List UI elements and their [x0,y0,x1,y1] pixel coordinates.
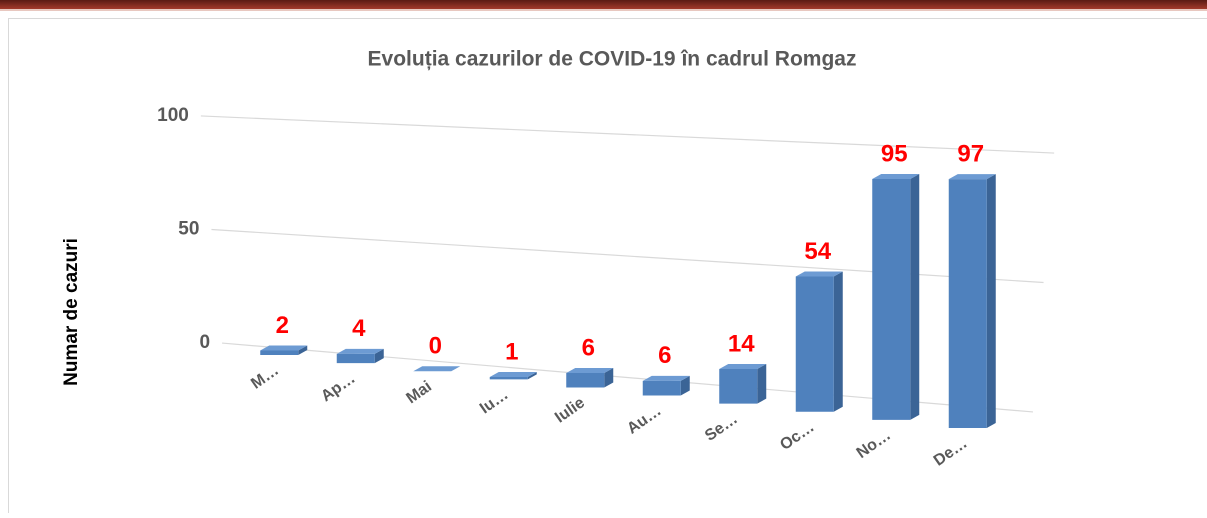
y-tick-label: 100 [157,105,189,126]
bar [413,366,460,371]
data-label: 4 [352,315,366,342]
bar-front [260,350,298,355]
bar-front [949,179,987,428]
bar-side [987,174,996,428]
x-tick-label: Au… [624,402,664,437]
data-label: 6 [658,342,671,369]
data-label: 54 [804,238,831,265]
bar-front [872,179,910,420]
data-label: 97 [957,140,984,167]
bar-front [337,354,375,363]
bar-side [757,364,766,404]
bar-front [490,377,528,379]
bar-front [796,276,834,411]
x-tick-label: M… [248,362,282,393]
bar [796,271,843,411]
data-label: 2 [276,312,289,339]
bar [719,364,766,404]
x-tick-label: Oc… [777,419,817,454]
x-tick-label: No… [854,427,894,462]
header-line [0,9,1207,11]
y-axis-label: Numar de cazuri [61,238,82,386]
data-label: 95 [881,140,908,167]
bar [260,345,307,355]
bar-front [566,373,604,387]
bar [949,174,996,428]
bar [337,349,384,363]
bar [566,368,613,387]
bar-top [413,366,460,371]
bar-side [910,174,919,420]
bar-front [719,369,757,404]
x-tick-label: Ap… [318,370,358,405]
header-bar [0,0,1207,9]
bar [490,372,537,379]
y-tick-label: 0 [199,332,210,353]
bar [643,376,690,396]
grid-line [201,116,1054,153]
bar-front [643,381,681,396]
x-tick-label: Iu… [477,386,512,417]
y-tick-label: 50 [178,219,199,240]
bar [872,174,919,420]
x-tick-label: Mai [403,378,435,407]
x-tick-label: De… [931,435,971,470]
chart-title: Evoluția cazurilor de COVID-19 în cadrul… [368,48,857,71]
data-label: 14 [728,330,755,357]
data-label: 1 [505,338,518,365]
bar-side [834,271,843,411]
data-label: 0 [429,333,442,360]
data-label: 6 [582,334,595,361]
x-tick-label: Iulie [552,394,588,426]
x-tick-label: Se… [702,410,741,444]
chart-frame [9,19,1207,514]
